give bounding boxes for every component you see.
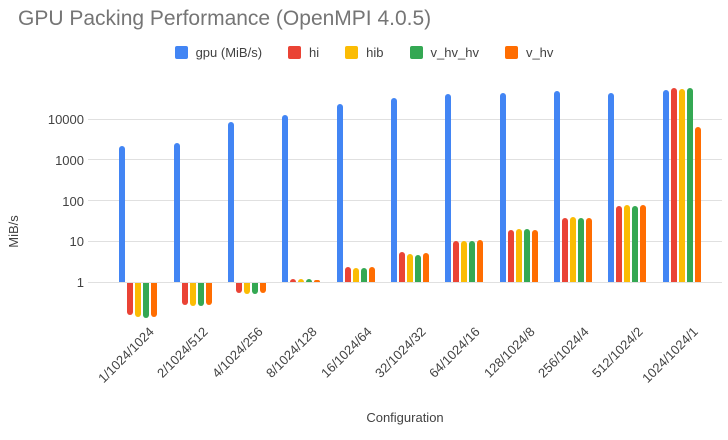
bar-v-hv-1-1024-1024[interactable] <box>151 283 158 317</box>
legend: gpu (MiB/s) hi hib v_hv_hv v_hv <box>0 45 728 60</box>
bar-hib-128-1024-8[interactable] <box>515 229 522 282</box>
bar-v-hv-32-1024-32[interactable] <box>423 252 429 282</box>
bar-v-hv-hv-512-1024-2[interactable] <box>632 206 639 282</box>
x-tick-label-4-1024-256: 4/1024/256 <box>208 324 266 381</box>
legend-swatch-icon-v-hv-hv <box>409 46 423 59</box>
bar-hi-1-1024-1024[interactable] <box>127 283 134 316</box>
x-tick-label-512-1024-2: 512/1024/2 <box>589 324 647 381</box>
legend-item-hi: hi <box>288 45 319 60</box>
bar-hi-16-1024-64[interactable] <box>344 266 351 282</box>
bar-gpu-mib-s-64-1024-16[interactable] <box>445 94 452 282</box>
bar-gpu-mib-s-1024-1024-1[interactable] <box>662 89 669 282</box>
bar-v-hv-hv-64-1024-16[interactable] <box>469 240 476 282</box>
bar-v-hv-256-1024-4[interactable] <box>586 217 593 282</box>
bar-gpu-mib-s-2-1024-512[interactable] <box>173 143 180 282</box>
gridline-10000 <box>88 118 722 120</box>
bar-v-hv-8-1024-128[interactable] <box>314 280 321 282</box>
y-tick-label-100: 100 <box>62 193 84 209</box>
gridline-1 <box>88 281 722 283</box>
x-tick-label-256-1024-4: 256/1024/4 <box>535 324 592 381</box>
bar-gpu-mib-s-128-1024-8[interactable] <box>499 93 506 282</box>
bar-v-hv-2-1024-512[interactable] <box>205 283 212 305</box>
bar-gpu-mib-s-8-1024-128[interactable] <box>282 114 289 282</box>
x-tick-label-128-1024-8: 128/1024/8 <box>480 324 538 381</box>
bar-hib-512-1024-2[interactable] <box>624 205 631 282</box>
bar-hib-4-1024-256[interactable] <box>243 283 250 294</box>
legend-item-v-hv: v_hv <box>504 45 554 60</box>
bar-hi-1024-1024-1[interactable] <box>670 87 677 282</box>
x-tick-label-1024-1024-1: 1024/1024/1 <box>638 324 701 386</box>
x-tick-label-64-1024-16: 64/1024/16 <box>426 324 483 381</box>
bar-v-hv-1024-1024-1[interactable] <box>694 126 701 282</box>
gridline-10 <box>88 240 722 242</box>
x-tick-label-16-1024-64: 16/1024/64 <box>317 324 375 381</box>
bar-v-hv-128-1024-8[interactable] <box>531 229 538 282</box>
legend-label-gpu-mib-s: gpu (MiB/s) <box>195 45 263 60</box>
y-tick-label-10000: 10000 <box>47 112 84 128</box>
legend-label-v-hv-hv: v_hv_hv <box>430 45 479 60</box>
bar-v-hv-hv-4-1024-256[interactable] <box>251 283 258 294</box>
bar-v-hv-16-1024-64[interactable] <box>368 266 375 282</box>
bar-v-hv-hv-1024-1024-1[interactable] <box>686 87 693 282</box>
bar-v-hv-hv-1-1024-1024[interactable] <box>143 283 150 318</box>
bar-v-hv-hv-16-1024-64[interactable] <box>360 268 367 282</box>
bar-v-hv-512-1024-2[interactable] <box>640 205 647 282</box>
y-axis-title: MiB/s <box>5 214 21 248</box>
bar-hi-2-1024-512[interactable] <box>181 283 188 305</box>
bar-hib-16-1024-64[interactable] <box>352 268 359 282</box>
legend-item-hib: hib <box>345 45 384 60</box>
bar-hi-256-1024-4[interactable] <box>562 218 569 282</box>
bar-v-hv-64-1024-16[interactable] <box>477 240 484 282</box>
x-axis-title: Configuration <box>366 410 444 425</box>
legend-swatch-icon-hi <box>288 46 302 59</box>
bar-gpu-mib-s-4-1024-256[interactable] <box>227 122 234 282</box>
legend-label-hib: hib <box>366 45 384 60</box>
bar-hib-256-1024-4[interactable] <box>570 217 577 282</box>
bar-gpu-mib-s-16-1024-64[interactable] <box>336 104 343 282</box>
bar-hi-8-1024-128[interactable] <box>290 278 297 282</box>
chart-title: GPU Packing Performance (OpenMPI 4.0.5) <box>18 7 432 30</box>
y-tick-label-1000: 1000 <box>55 152 84 168</box>
x-tick-label-2-1024-512: 2/1024/512 <box>154 324 212 381</box>
bar-hib-1-1024-1024[interactable] <box>135 283 142 317</box>
legend-item-v-hv-hv: v_hv_hv <box>409 45 479 60</box>
bar-hib-64-1024-16[interactable] <box>461 240 468 282</box>
bar-gpu-mib-s-32-1024-32[interactable] <box>391 98 397 282</box>
bar-hi-32-1024-32[interactable] <box>399 251 405 282</box>
y-tick-label-10: 10 <box>69 234 84 250</box>
bar-v-hv-hv-8-1024-128[interactable] <box>306 278 313 282</box>
bar-v-hv-hv-2-1024-512[interactable] <box>197 283 204 306</box>
bar-v-hv-hv-128-1024-8[interactable] <box>523 229 530 282</box>
bar-gpu-mib-s-1-1024-1024[interactable] <box>119 145 126 282</box>
y-tick-label-1: 1 <box>76 275 84 290</box>
gridline-100 <box>88 200 722 202</box>
legend-label-hi: hi <box>309 45 320 60</box>
bar-v-hv-hv-32-1024-32[interactable] <box>415 255 421 282</box>
bar-hi-512-1024-2[interactable] <box>616 206 623 282</box>
bar-v-hv-hv-256-1024-4[interactable] <box>578 217 585 282</box>
legend-swatch-icon-gpu-mib-s <box>174 46 188 59</box>
bar-hi-64-1024-16[interactable] <box>453 240 460 282</box>
bar-hib-1024-1024-1[interactable] <box>678 89 685 282</box>
x-tick-label-1-1024-1024: 1/1024/1024 <box>95 324 157 386</box>
gridline-1000 <box>88 159 722 161</box>
bar-hib-2-1024-512[interactable] <box>189 283 196 306</box>
legend-swatch-icon-hib <box>345 46 359 59</box>
legend-label-v-hv: v_hv <box>525 45 554 60</box>
bar-v-hv-4-1024-256[interactable] <box>259 283 266 293</box>
bar-gpu-mib-s-512-1024-2[interactable] <box>608 92 615 282</box>
bar-hib-32-1024-32[interactable] <box>407 253 413 282</box>
legend-item-gpu-mib-s: gpu (MiB/s) <box>174 45 263 60</box>
legend-swatch-icon-v-hv <box>504 46 518 59</box>
x-tick-label-32-1024-32: 32/1024/32 <box>371 324 429 381</box>
bar-hi-4-1024-256[interactable] <box>235 283 242 293</box>
bar-hib-8-1024-128[interactable] <box>298 278 305 282</box>
x-tick-label-8-1024-128: 8/1024/128 <box>263 324 320 381</box>
bar-hi-128-1024-8[interactable] <box>507 229 514 282</box>
bar-gpu-mib-s-256-1024-4[interactable] <box>554 91 561 282</box>
